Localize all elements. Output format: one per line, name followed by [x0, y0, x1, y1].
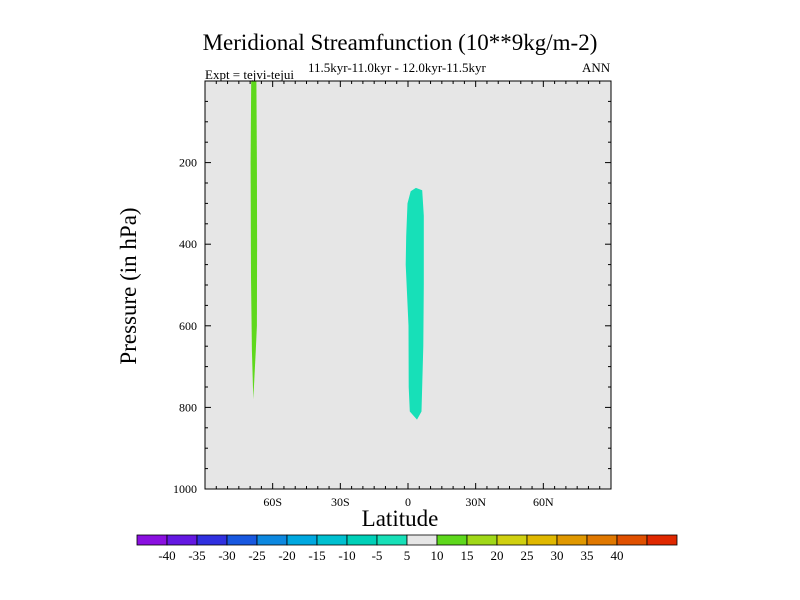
colorbar-swatch — [256, 534, 288, 546]
colorbar-label: 30 — [551, 548, 564, 563]
colorbar-label: 5 — [404, 548, 411, 563]
colorbar-swatch — [646, 534, 678, 546]
x-tick-label: 30S — [331, 495, 350, 509]
colorbar-swatch — [166, 534, 198, 546]
colorbar-swatch — [196, 534, 228, 546]
colorbar-swatch — [466, 534, 498, 546]
experiment-label: Expt = tejvi-tejui — [205, 67, 294, 82]
colorbar-swatch — [376, 534, 408, 546]
colorbar-label: -15 — [308, 548, 325, 563]
colorbar-label: -10 — [338, 548, 355, 563]
season-label: ANN — [582, 60, 611, 75]
colorbar-swatch — [286, 534, 318, 546]
chart-subtitle: 11.5kyr-11.0kyr - 12.0kyr-11.5kyr — [308, 60, 486, 75]
x-tick-label: 60N — [533, 495, 554, 509]
y-tick-label: 1000 — [173, 482, 197, 496]
colorbar-swatch — [556, 534, 588, 546]
x-tick-label: 30N — [465, 495, 486, 509]
y-tick-label: 400 — [179, 237, 197, 251]
colorbar-label: -5 — [372, 548, 383, 563]
x-axis-label: Latitude — [361, 506, 439, 531]
x-tick-label: 60S — [263, 495, 282, 509]
colorbar-swatch — [586, 534, 618, 546]
colorbar-label: -35 — [188, 548, 205, 563]
colorbar-label: 40 — [611, 548, 624, 563]
y-tick-label: 600 — [179, 319, 197, 333]
chart-title: Meridional Streamfunction (10**9kg/m-2) — [202, 30, 598, 55]
colorbar-swatch — [496, 534, 528, 546]
colorbar-label: -25 — [248, 548, 265, 563]
sh-positive-band — [250, 81, 258, 400]
colorbar-swatch — [226, 534, 258, 546]
colorbar-swatch — [346, 534, 378, 546]
colorbar-swatch — [616, 534, 648, 546]
colorbar-swatch — [136, 534, 168, 546]
colorbar-label: -30 — [218, 548, 235, 563]
colorbar-label: -20 — [278, 548, 295, 563]
colorbar-label: 25 — [521, 548, 534, 563]
colorbar-label: 35 — [581, 548, 594, 563]
x-tick-label: 0 — [405, 495, 411, 509]
colorbar-swatch — [526, 534, 558, 546]
y-tick-label: 200 — [179, 156, 197, 170]
colorbar-label: 20 — [491, 548, 504, 563]
colorbar-label: 15 — [461, 548, 474, 563]
colorbar-label: -40 — [158, 548, 175, 563]
colorbar-swatch — [406, 534, 438, 546]
colorbar-label: 10 — [431, 548, 444, 563]
colorbar-swatch — [436, 534, 468, 546]
y-tick-label: 800 — [179, 400, 197, 414]
colorbar-swatch — [316, 534, 348, 546]
equatorial-negative-band — [405, 187, 424, 420]
